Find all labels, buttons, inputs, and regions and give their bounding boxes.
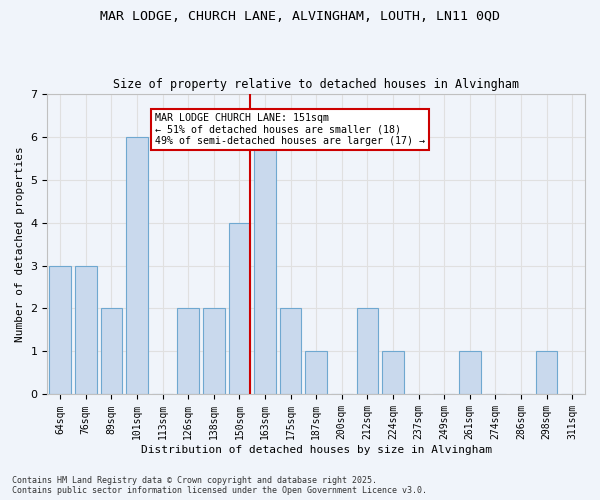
Bar bbox=[459, 352, 481, 395]
Bar bbox=[280, 308, 301, 394]
Bar bbox=[126, 136, 148, 394]
Bar bbox=[178, 308, 199, 394]
Bar bbox=[536, 352, 557, 395]
Title: Size of property relative to detached houses in Alvingham: Size of property relative to detached ho… bbox=[113, 78, 519, 91]
Y-axis label: Number of detached properties: Number of detached properties bbox=[15, 146, 25, 342]
Bar bbox=[382, 352, 404, 395]
Text: MAR LODGE CHURCH LANE: 151sqm
← 51% of detached houses are smaller (18)
49% of s: MAR LODGE CHURCH LANE: 151sqm ← 51% of d… bbox=[155, 113, 425, 146]
Bar bbox=[75, 266, 97, 394]
Bar bbox=[254, 136, 276, 394]
Bar bbox=[49, 266, 71, 394]
Bar bbox=[203, 308, 224, 394]
Bar bbox=[101, 308, 122, 394]
Bar bbox=[356, 308, 378, 394]
Bar bbox=[305, 352, 327, 395]
Text: Contains HM Land Registry data © Crown copyright and database right 2025.
Contai: Contains HM Land Registry data © Crown c… bbox=[12, 476, 427, 495]
Bar bbox=[229, 222, 250, 394]
X-axis label: Distribution of detached houses by size in Alvingham: Distribution of detached houses by size … bbox=[141, 445, 492, 455]
Text: MAR LODGE, CHURCH LANE, ALVINGHAM, LOUTH, LN11 0QD: MAR LODGE, CHURCH LANE, ALVINGHAM, LOUTH… bbox=[100, 10, 500, 23]
